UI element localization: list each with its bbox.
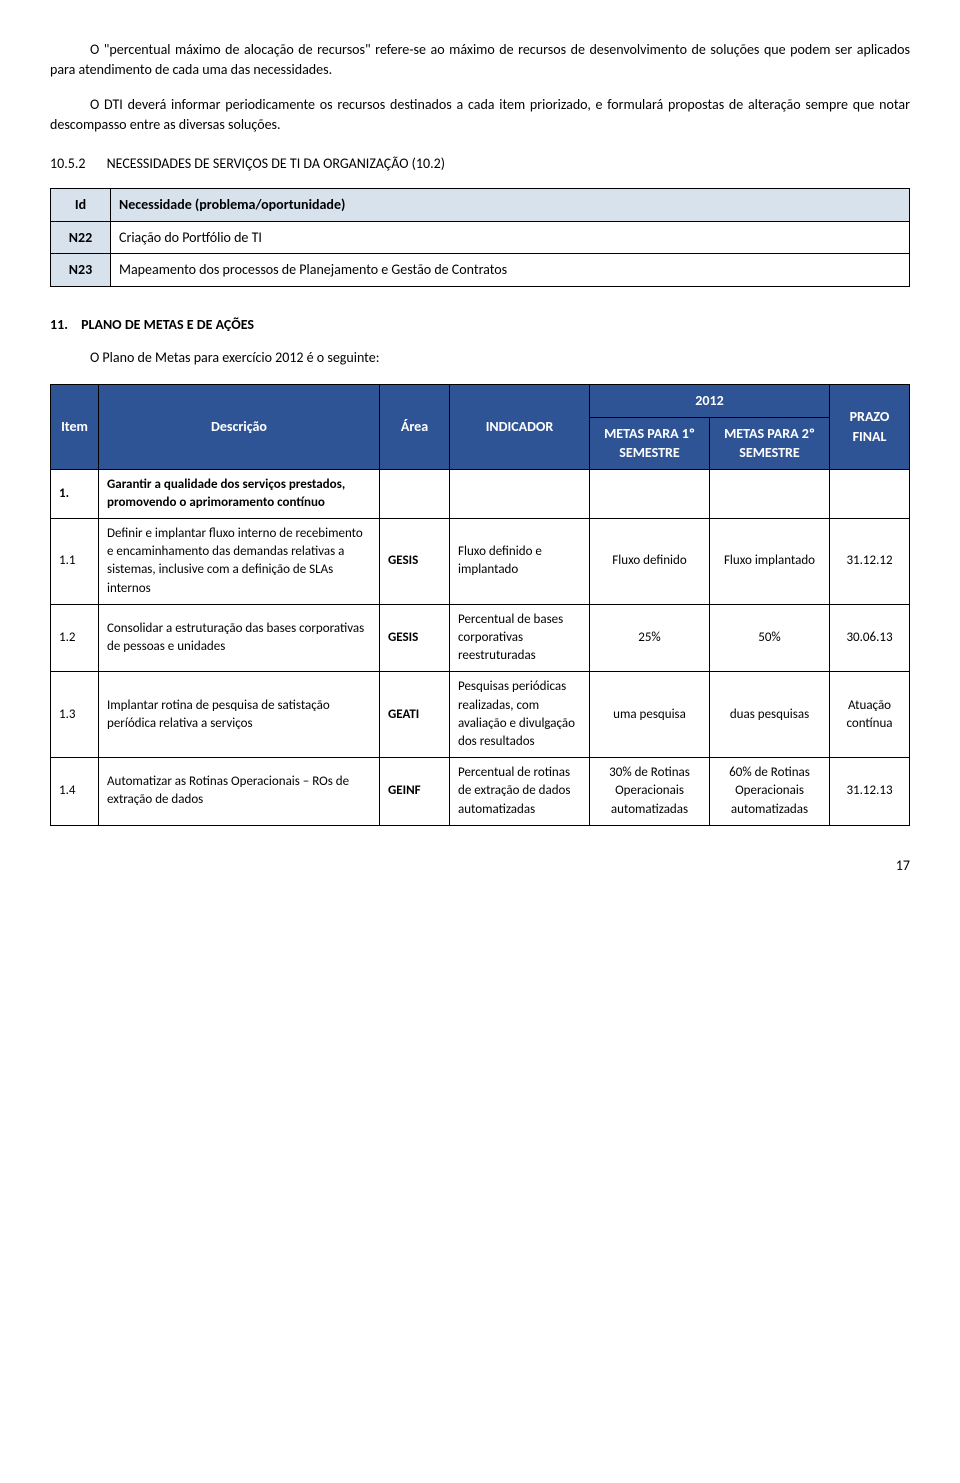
row-m1: uma pesquisa	[590, 672, 710, 758]
row-m2: 60% de Rotinas Operacionais automatizada…	[710, 758, 830, 826]
empty-cell	[710, 469, 830, 518]
col-area: Área	[380, 384, 450, 469]
row-prazo: Atuação contínua	[830, 672, 910, 758]
plan-group-row: 1. Garantir a qualidade dos serviços pre…	[51, 469, 910, 518]
section-number: 10.5.2	[50, 154, 85, 174]
row-prazo: 30.06.13	[830, 604, 910, 672]
row-indicador: Percentual de bases corporativas reestru…	[450, 604, 590, 672]
group-desc: Garantir a qualidade dos serviços presta…	[99, 469, 380, 518]
col-metas1: METAS PARA 1º SEMESTRE	[590, 417, 710, 469]
section-title: NECESSIDADES DE SERVIÇOS DE TI DA ORGANI…	[107, 155, 445, 172]
empty-cell	[380, 469, 450, 518]
col-indicador: INDICADOR	[450, 384, 590, 469]
row-indicador: Pesquisas periódicas realizadas, com ava…	[450, 672, 590, 758]
cell-id: N22	[51, 221, 111, 254]
section-11: 11. PLANO DE METAS E DE AÇÕES	[50, 315, 910, 335]
cell-text: Criação do Portfólio de TI	[111, 221, 910, 254]
row-m2: duas pesquisas	[710, 672, 830, 758]
section-11-title: PLANO DE METAS E DE AÇÕES	[81, 316, 254, 333]
table-header-row: Id Necessidade (problema/oportunidade)	[51, 188, 910, 221]
cell-id: N23	[51, 254, 111, 287]
row-m1: Fluxo definido	[590, 519, 710, 605]
row-item: 1.2	[51, 604, 99, 672]
row-indicador: Percentual de rotinas de extração de dad…	[450, 758, 590, 826]
group-item: 1.	[51, 469, 99, 518]
row-item: 1.1	[51, 519, 99, 605]
row-area: GESIS	[380, 604, 450, 672]
paragraph-1: O "percentual máximo de alocação de recu…	[50, 40, 910, 79]
row-area: GEINF	[380, 758, 450, 826]
empty-cell	[590, 469, 710, 518]
page-number: 17	[50, 856, 910, 876]
plan-row: 1.4 Automatizar as Rotinas Operacionais …	[51, 758, 910, 826]
plan-row: 1.1 Definir e implantar fluxo interno de…	[51, 519, 910, 605]
row-desc: Definir e implantar fluxo interno de rec…	[99, 519, 380, 605]
row-indicador: Fluxo definido e implantado	[450, 519, 590, 605]
row-item: 1.4	[51, 758, 99, 826]
table-row: N23 Mapeamento dos processos de Planejam…	[51, 254, 910, 287]
row-prazo: 31.12.12	[830, 519, 910, 605]
col-item: Item	[51, 384, 99, 469]
col-id: Id	[51, 188, 111, 221]
plan-header-row-1: Item Descrição Área INDICADOR 2012 PRAZO…	[51, 384, 910, 417]
col-year: 2012	[590, 384, 830, 417]
plan-row: 1.2 Consolidar a estruturação das bases …	[51, 604, 910, 672]
row-area: GEATI	[380, 672, 450, 758]
row-prazo: 31.12.13	[830, 758, 910, 826]
row-m1: 25%	[590, 604, 710, 672]
col-metas2: METAS PARA 2º SEMESTRE	[710, 417, 830, 469]
needs-table: Id Necessidade (problema/oportunidade) N…	[50, 188, 910, 287]
empty-cell	[830, 469, 910, 518]
col-desc: Descrição	[99, 384, 380, 469]
row-item: 1.3	[51, 672, 99, 758]
paragraph-2: O DTI deverá informar periodicamente os …	[50, 95, 910, 134]
col-prazo: PRAZO FINAL	[830, 384, 910, 469]
table-row: N22 Criação do Portfólio de TI	[51, 221, 910, 254]
row-m2: Fluxo implantado	[710, 519, 830, 605]
section-11-intro: O Plano de Metas para exercício 2012 é o…	[50, 348, 910, 368]
row-desc: Consolidar a estruturação das bases corp…	[99, 604, 380, 672]
row-m1: 30% de Rotinas Operacionais automatizada…	[590, 758, 710, 826]
section-11-number: 11.	[50, 315, 68, 335]
row-area: GESIS	[380, 519, 450, 605]
row-desc: Automatizar as Rotinas Operacionais – RO…	[99, 758, 380, 826]
col-need: Necessidade (problema/oportunidade)	[111, 188, 910, 221]
row-desc: Implantar rotina de pesquisa de satistaç…	[99, 672, 380, 758]
plan-row: 1.3 Implantar rotina de pesquisa de sati…	[51, 672, 910, 758]
empty-cell	[450, 469, 590, 518]
cell-text: Mapeamento dos processos de Planejamento…	[111, 254, 910, 287]
plan-table: Item Descrição Área INDICADOR 2012 PRAZO…	[50, 384, 910, 826]
section-10-5-2: 10.5.2 NECESSIDADES DE SERVIÇOS DE TI DA…	[50, 154, 910, 174]
row-m2: 50%	[710, 604, 830, 672]
